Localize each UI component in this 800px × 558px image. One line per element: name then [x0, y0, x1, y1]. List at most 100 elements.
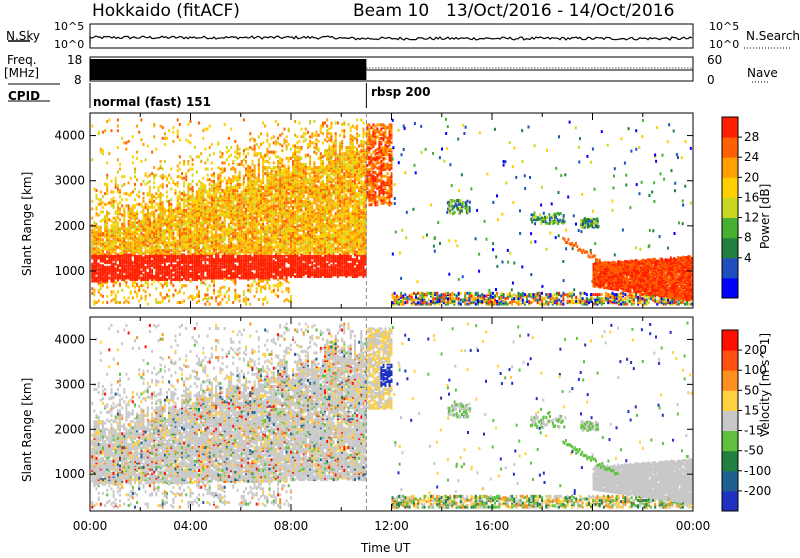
data-cell	[100, 234, 102, 237]
data-cell	[155, 218, 157, 221]
data-cell	[119, 283, 121, 286]
data-cell	[153, 123, 155, 126]
data-cell	[96, 206, 98, 209]
data-cell	[136, 283, 138, 286]
data-cell	[143, 192, 145, 195]
data-cell	[100, 238, 102, 241]
data-cell	[185, 204, 187, 207]
data-cell	[172, 131, 174, 134]
data-cell	[190, 257, 192, 260]
data-cell	[115, 263, 117, 266]
data-cell	[153, 206, 155, 209]
data-cell	[192, 180, 194, 183]
data-cell	[185, 138, 187, 141]
data-cell	[168, 234, 170, 237]
data-cell	[132, 161, 134, 164]
data-cell	[196, 286, 198, 289]
data-cell	[125, 141, 127, 144]
data-cell	[117, 188, 119, 191]
data-cell	[153, 261, 155, 264]
data-cell	[147, 255, 149, 258]
data-cell	[121, 204, 123, 207]
data-cell	[179, 138, 181, 141]
data-cell	[115, 183, 117, 186]
data-cell	[168, 129, 170, 132]
data-cell	[132, 241, 134, 244]
data-cell	[102, 243, 104, 246]
data-cell	[140, 211, 142, 214]
data-cell	[149, 267, 151, 270]
data-cell	[153, 226, 155, 229]
data-cell	[132, 135, 134, 138]
data-cell	[134, 188, 136, 191]
data-cell	[175, 264, 177, 267]
data-cell	[190, 134, 192, 137]
data-cell	[128, 226, 130, 229]
data-cell	[151, 240, 153, 243]
data-cell	[115, 217, 117, 220]
data-cell	[119, 231, 121, 234]
data-cell	[143, 284, 145, 287]
data-cell	[149, 221, 151, 224]
data-cell	[177, 301, 179, 304]
nsky-strip	[8, 24, 790, 48]
data-cell	[121, 232, 123, 235]
data-cell	[162, 183, 164, 186]
rti-plot: 1000200030004000282420161284100020003000…	[0, 0, 800, 554]
data-cell	[143, 180, 145, 183]
freq-strip	[90, 57, 770, 82]
data-cell	[143, 212, 145, 215]
data-cell	[175, 289, 177, 292]
data-cell	[98, 272, 100, 275]
data-cell	[130, 290, 132, 293]
data-cell	[153, 181, 155, 184]
data-cell	[158, 186, 160, 189]
data-cell	[143, 200, 145, 203]
data-cell	[121, 249, 123, 252]
data-cell	[119, 275, 121, 278]
data-cell	[166, 177, 168, 180]
data-cell	[132, 264, 134, 267]
data-cell	[111, 224, 113, 227]
data-cell	[162, 284, 164, 287]
data-cell	[138, 195, 140, 198]
data-cell	[100, 243, 102, 246]
data-cell	[93, 221, 95, 224]
data-cell	[100, 293, 102, 296]
data-cell	[187, 226, 189, 229]
data-cell	[136, 255, 138, 258]
data-cell	[162, 266, 164, 269]
data-cell	[181, 243, 183, 246]
data-cell	[106, 217, 108, 220]
data-cell	[108, 118, 110, 121]
data-cell	[153, 229, 155, 232]
data-cell	[91, 207, 93, 210]
data-cell	[134, 227, 136, 230]
data-cell	[136, 244, 138, 247]
data-cell	[155, 221, 157, 224]
data-cell	[160, 277, 162, 280]
data-cell	[153, 235, 155, 238]
data-cell	[121, 223, 123, 226]
data-cell	[177, 175, 179, 178]
data-cell	[98, 198, 100, 201]
data-cell	[166, 278, 168, 281]
data-cell	[93, 258, 95, 261]
data-cell	[111, 204, 113, 207]
data-cell	[185, 172, 187, 175]
data-cell	[123, 301, 125, 304]
data-cell	[151, 151, 153, 154]
data-cell	[153, 238, 155, 241]
data-cell	[172, 264, 174, 267]
data-cell	[119, 237, 121, 240]
data-cell	[190, 280, 192, 283]
data-cell	[168, 270, 170, 273]
data-cell	[187, 192, 189, 195]
data-cell	[145, 203, 147, 206]
data-cell	[192, 168, 194, 171]
data-cell	[183, 218, 185, 221]
data-cell	[125, 192, 127, 195]
data-cell	[111, 273, 113, 276]
data-cell	[130, 207, 132, 210]
data-cell	[136, 273, 138, 276]
